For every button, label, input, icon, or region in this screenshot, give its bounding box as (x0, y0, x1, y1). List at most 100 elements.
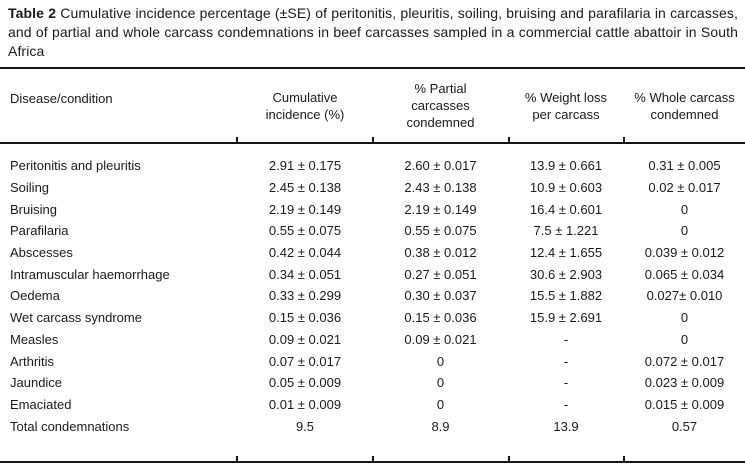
header-separator-rule (0, 142, 745, 144)
table-caption: Table 2 Cumulative incidence percentage … (8, 4, 738, 61)
table-row: Arthritis 0.07 ± 0.017 0 - 0.072 ± 0.017 (0, 350, 745, 372)
cell-disease-condition: Bruising (10, 201, 57, 217)
cell-weight-loss: 30.6 ± 2.903 (529, 266, 603, 282)
table-row: Abscesses 0.42 ± 0.044 0.38 ± 0.012 12.4… (0, 242, 745, 264)
cell-partial-condemned: 2.43 ± 0.138 (404, 180, 477, 196)
cell-disease-condition: Abscesses (10, 245, 73, 261)
table-row: Bruising 2.19 ± 0.149 2.19 ± 0.149 16.4 … (0, 198, 745, 220)
column-header-cumulative-incidence: Cumulative incidence (%) (265, 89, 345, 122)
cell-weight-loss: 16.4 ± 0.601 (529, 201, 603, 217)
cell-whole-condemned: 0.57 (671, 418, 698, 434)
cell-whole-condemned: 0.02 ± 0.017 (648, 180, 721, 196)
cell-cumulative-incidence: 2.19 ± 0.149 (268, 201, 342, 217)
cell-disease-condition: Arthritis (10, 353, 55, 369)
cell-partial-condemned: 2.60 ± 0.017 (404, 158, 477, 174)
table-caption-text: Cumulative incidence percentage (±SE) of… (8, 5, 738, 59)
cell-cumulative-incidence: 0.07 ± 0.017 (268, 353, 342, 369)
cell-partial-condemned: 0.38 ± 0.012 (404, 245, 477, 261)
cell-disease-condition: Intramuscular haemorrhage (10, 266, 170, 282)
cell-partial-condemned: 0 (436, 375, 445, 391)
cell-whole-condemned: 0.31 ± 0.005 (648, 158, 721, 174)
cell-whole-condemned: 0.023 ± 0.009 (644, 375, 725, 391)
table-row: Measles 0.09 ± 0.021 0.09 ± 0.021 - 0 (0, 329, 745, 351)
cell-cumulative-incidence: 0.05 ± 0.009 (268, 375, 342, 391)
cell-partial-condemned: 0.55 ± 0.075 (404, 223, 477, 239)
cell-partial-condemned: 0.09 ± 0.021 (404, 331, 477, 347)
table-row: Soiling 2.45 ± 0.138 2.43 ± 0.138 10.9 ±… (0, 177, 745, 199)
table-row: Total condemnations 9.5 8.9 13.9 0.57 (0, 415, 745, 437)
table-row: Oedema 0.33 ± 0.299 0.30 ± 0.037 15.5 ± … (0, 285, 745, 307)
cell-disease-condition: Emaciated (10, 396, 72, 412)
table-row: Parafilaria 0.55 ± 0.075 0.55 ± 0.075 7.… (0, 220, 745, 242)
cell-partial-condemned: 0 (436, 353, 445, 369)
column-header-weight-loss: % Weight loss per carcass (524, 89, 608, 122)
column-divider-tick (508, 137, 510, 142)
column-divider-tick (623, 137, 625, 142)
cell-weight-loss: 10.9 ± 0.603 (529, 180, 603, 196)
column-header-partial-condemned: % Partial carcasses condemned (406, 81, 475, 130)
cell-whole-condemned: 0.065 ± 0.034 (644, 266, 725, 282)
cell-partial-condemned: 8.9 (431, 418, 450, 434)
cell-whole-condemned: 0.015 ± 0.009 (644, 396, 725, 412)
cell-cumulative-incidence: 0.09 ± 0.021 (268, 331, 342, 347)
table-bottom-rule (0, 461, 745, 463)
cell-partial-condemned: 0.27 ± 0.051 (404, 266, 477, 282)
cell-disease-condition: Oedema (10, 288, 60, 304)
cell-partial-condemned: 0.15 ± 0.036 (404, 310, 477, 326)
cell-whole-condemned: 0 (680, 201, 689, 217)
cell-weight-loss: 15.5 ± 1.882 (529, 288, 603, 304)
cell-cumulative-incidence: 2.45 ± 0.138 (268, 180, 342, 196)
column-header-disease-condition: Disease/condition (10, 91, 113, 106)
cell-disease-condition: Soiling (10, 180, 50, 196)
table-row: Emaciated 0.01 ± 0.009 0 - 0.015 ± 0.009 (0, 394, 745, 416)
cell-weight-loss: - (563, 331, 569, 347)
cell-whole-condemned: 0 (680, 223, 689, 239)
cell-cumulative-incidence: 0.55 ± 0.075 (268, 223, 342, 239)
column-divider-tick (236, 456, 238, 461)
cell-weight-loss: - (563, 375, 569, 391)
cell-weight-loss: 15.9 ± 2.691 (529, 310, 603, 326)
cell-disease-condition: Peritonitis and pleuritis (10, 158, 141, 174)
cell-whole-condemned: 0.027± 0.010 (646, 288, 723, 304)
cell-cumulative-incidence: 0.01 ± 0.009 (268, 396, 342, 412)
column-divider-tick (236, 137, 238, 142)
cell-whole-condemned: 0.039 ± 0.012 (644, 245, 725, 261)
cell-weight-loss: 13.9 ± 0.661 (529, 158, 603, 174)
cell-partial-condemned: 0 (436, 396, 445, 412)
table-caption-label: Table 2 (8, 5, 57, 21)
table-row: Intramuscular haemorrhage 0.34 ± 0.051 0… (0, 263, 745, 285)
column-divider-tick (623, 456, 625, 461)
cell-disease-condition: Measles (10, 331, 59, 347)
table-body: Peritonitis and pleuritis 2.91 ± 0.175 2… (0, 144, 745, 437)
cell-cumulative-incidence: 2.91 ± 0.175 (268, 158, 342, 174)
cell-disease-condition: Jaundice (10, 375, 63, 391)
column-header-whole-condemned: % Whole carcass condemned (634, 89, 735, 122)
table-row: Peritonitis and pleuritis 2.91 ± 0.175 2… (0, 155, 745, 177)
cell-weight-loss: 7.5 ± 1.221 (533, 223, 599, 239)
cell-partial-condemned: 0.30 ± 0.037 (404, 288, 477, 304)
cell-cumulative-incidence: 0.33 ± 0.299 (268, 288, 342, 304)
cell-cumulative-incidence: 0.15 ± 0.036 (268, 310, 342, 326)
table-row: Jaundice 0.05 ± 0.009 0 - 0.023 ± 0.009 (0, 372, 745, 394)
cell-whole-condemned: 0 (680, 331, 689, 347)
cell-cumulative-incidence: 9.5 (295, 418, 315, 434)
cell-weight-loss: 13.9 (553, 418, 579, 434)
column-divider-tick (372, 137, 374, 142)
column-divider-tick (508, 456, 510, 461)
table-row: Wet carcass syndrome 0.15 ± 0.036 0.15 ±… (0, 307, 745, 329)
cell-weight-loss: - (563, 353, 569, 369)
table-top-rule (0, 67, 745, 69)
cell-whole-condemned: 0.072 ± 0.017 (644, 353, 725, 369)
cell-disease-condition: Total condemnations (10, 418, 130, 434)
cell-weight-loss: - (563, 396, 569, 412)
cell-cumulative-incidence: 0.42 ± 0.044 (268, 245, 342, 261)
cell-partial-condemned: 2.19 ± 0.149 (404, 201, 477, 217)
cell-weight-loss: 12.4 ± 1.655 (529, 245, 603, 261)
cell-whole-condemned: 0 (680, 310, 689, 326)
cell-disease-condition: Wet carcass syndrome (10, 310, 142, 326)
column-divider-tick (372, 456, 374, 461)
cell-cumulative-incidence: 0.34 ± 0.051 (268, 266, 342, 282)
table-header-row: Disease/condition Cumulative incidence (… (0, 69, 745, 142)
cell-disease-condition: Parafilaria (10, 223, 69, 239)
